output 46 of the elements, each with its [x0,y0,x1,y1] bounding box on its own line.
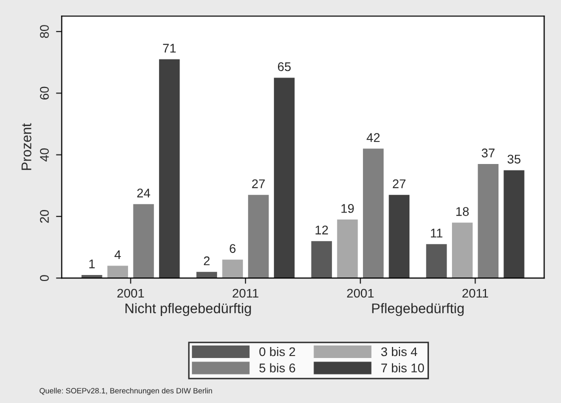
data-label: 42 [366,133,380,142]
data-label: 1 [89,260,95,268]
data-label: 6 [230,244,236,253]
data-label: 18 [456,207,469,216]
y-tick-label: 0 [40,275,49,282]
data-label: 4 [114,250,121,259]
y-tick-label: 20 [40,210,49,223]
data-label: 37 [482,148,494,158]
legend-label: 5 bis 6 [259,363,296,372]
bar [133,204,154,278]
data-label: 27 [252,179,265,188]
bar [311,241,332,278]
x-tick-label: 2001 [347,288,374,298]
data-label: 65 [278,62,291,72]
bar [362,148,384,278]
y-tick-label: 40 [40,148,49,162]
bar [337,220,358,278]
bar [159,59,180,278]
bar [388,194,410,278]
bar [222,260,243,278]
bar [274,78,295,278]
y-tick-label: 80 [40,25,49,38]
x-tick-label: 2011 [462,288,488,298]
data-label: 35 [508,154,520,164]
bar [504,170,524,278]
x-tick-label: 2011 [232,288,258,298]
data-label: 12 [316,226,328,234]
bar [107,266,128,278]
data-label: 71 [163,44,176,53]
text: Nicht pflegebedürftig [126,303,251,316]
text: Pflegebedürftig [372,303,464,316]
data-label: 19 [341,204,354,213]
legend-label: 7 bis 10 [381,363,424,372]
bar [452,222,473,278]
data-label: 27 [392,179,406,188]
legend-label: 3 bis 4 [381,346,418,356]
data-label: 2 [204,256,210,266]
legend-label: 0 bis 2 [259,346,296,356]
data-label: 24 [137,188,150,198]
bar [248,194,269,278]
bar [478,164,499,278]
x-tick-label: 2001 [117,288,144,298]
y-axis-title: Prozent [22,123,32,170]
y-tick-label: 60 [40,86,49,100]
bar [426,244,447,278]
data-label: 11 [430,228,442,238]
